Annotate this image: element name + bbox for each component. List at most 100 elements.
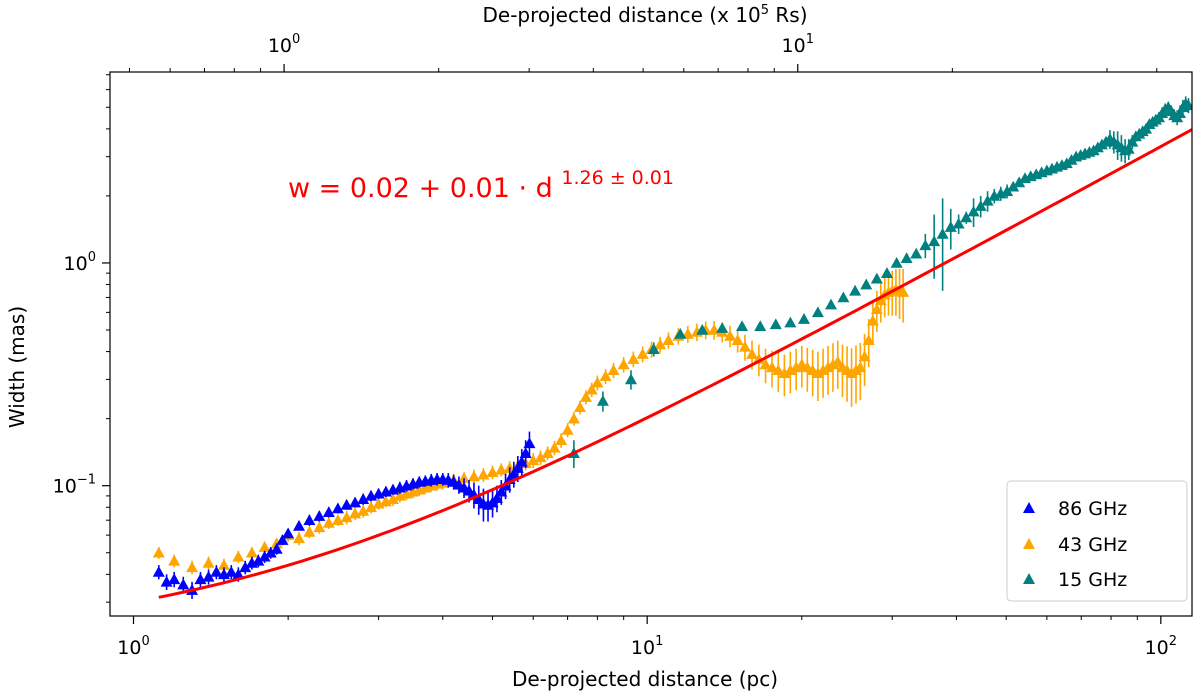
plot-frame xyxy=(109,71,1193,617)
data-point xyxy=(960,211,973,223)
data-point xyxy=(573,401,586,413)
data-point xyxy=(731,334,744,346)
data-point xyxy=(1122,142,1135,154)
fit-equation-main: w = 0.02 + 0.01 · d xyxy=(288,173,561,204)
data-point xyxy=(357,504,370,516)
data-point xyxy=(585,383,598,395)
legend-marker-86ghz xyxy=(1023,502,1035,513)
fit-equation-exponent: 1.26 ± 0.01 xyxy=(561,167,674,189)
data-point xyxy=(527,454,540,466)
legend-label-86ghz: 86 GHz xyxy=(1058,498,1127,520)
data-point xyxy=(276,534,289,545)
data-point xyxy=(798,313,811,324)
data-point xyxy=(919,239,932,251)
data-point xyxy=(784,316,797,328)
data-point xyxy=(555,434,568,446)
data-point xyxy=(681,327,694,339)
data-point xyxy=(523,437,536,449)
data-point xyxy=(599,370,612,382)
data-point xyxy=(486,466,499,477)
data-point xyxy=(495,463,508,475)
data-point xyxy=(313,510,326,521)
data-point xyxy=(152,546,165,558)
data-point xyxy=(225,565,238,577)
top-tick-label: 100 xyxy=(268,32,300,57)
data-point xyxy=(168,554,181,566)
x-tick-label: 101 xyxy=(631,634,663,659)
data-point xyxy=(910,247,923,259)
series-15ghz xyxy=(567,96,1192,469)
series-86ghz xyxy=(152,431,536,599)
data-point xyxy=(270,537,283,549)
series-43ghz xyxy=(152,268,910,575)
axes: 100 101 102 10−1 100 100 101 xyxy=(53,32,1193,659)
data-point xyxy=(967,205,980,217)
data-point xyxy=(477,468,490,480)
data-point xyxy=(769,318,782,330)
data-point xyxy=(313,521,326,533)
data-point xyxy=(357,493,370,504)
x-tick-label: 102 xyxy=(1145,634,1177,659)
data-point xyxy=(900,252,913,264)
data-point xyxy=(331,502,344,514)
data-point xyxy=(831,355,844,367)
data-point xyxy=(293,532,306,544)
data-point xyxy=(232,550,245,562)
data-point xyxy=(746,348,759,359)
data-point xyxy=(724,329,737,341)
data-point xyxy=(654,338,667,350)
data-point xyxy=(579,391,592,402)
data-point xyxy=(860,278,873,290)
data-point xyxy=(647,343,660,355)
data-point xyxy=(974,200,987,211)
data-point xyxy=(322,517,335,528)
legend-marker-15ghz xyxy=(1023,573,1035,584)
data-point xyxy=(944,221,957,232)
data-point xyxy=(591,376,604,388)
data-point xyxy=(854,361,867,373)
data-point xyxy=(759,358,772,370)
x-tick-label: 100 xyxy=(117,634,149,659)
data-point xyxy=(858,350,871,362)
data-point xyxy=(772,364,785,376)
data-point xyxy=(897,286,910,297)
legend: 86 GHz 43 GHz 15 GHz xyxy=(1006,480,1188,602)
data-point xyxy=(202,570,215,582)
data-point xyxy=(674,327,687,339)
data-point xyxy=(870,272,883,284)
legend-label-15ghz: 15 GHz xyxy=(1058,569,1127,591)
data-point xyxy=(874,294,887,306)
data-point xyxy=(1182,99,1192,111)
data-point xyxy=(880,267,893,278)
legend-marker-43ghz xyxy=(1023,538,1035,549)
data-point xyxy=(1007,180,1020,192)
top-axis-label-prefix: De-projected distance (x 10 xyxy=(482,3,760,27)
data-point xyxy=(627,353,640,364)
y-axis-label: Width (mas) xyxy=(5,306,29,428)
data-point xyxy=(928,235,941,247)
data-point xyxy=(754,320,767,332)
data-point xyxy=(331,514,344,525)
data-point xyxy=(515,455,528,467)
data-point xyxy=(736,320,749,332)
data-point xyxy=(202,556,215,568)
data-point xyxy=(766,361,779,373)
data-point xyxy=(636,348,649,359)
data-point xyxy=(303,514,316,525)
data-point xyxy=(270,542,283,554)
legend-label-43ghz: 43 GHz xyxy=(1058,534,1127,556)
data-point xyxy=(186,561,199,573)
data-point xyxy=(495,485,508,497)
data-point xyxy=(837,291,850,303)
fit-equation: w = 0.02 + 0.01 · d 1.26 ± 0.01 xyxy=(288,167,674,204)
top-axis-label-sup: 5 xyxy=(761,3,769,18)
data-point xyxy=(1174,107,1187,119)
y-tick-label: 100 xyxy=(64,250,96,275)
data-point xyxy=(870,303,883,315)
data-point xyxy=(467,470,480,482)
data-point xyxy=(303,525,316,537)
data-point xyxy=(662,334,675,346)
data-point xyxy=(210,565,223,577)
fit-line xyxy=(158,128,1192,599)
